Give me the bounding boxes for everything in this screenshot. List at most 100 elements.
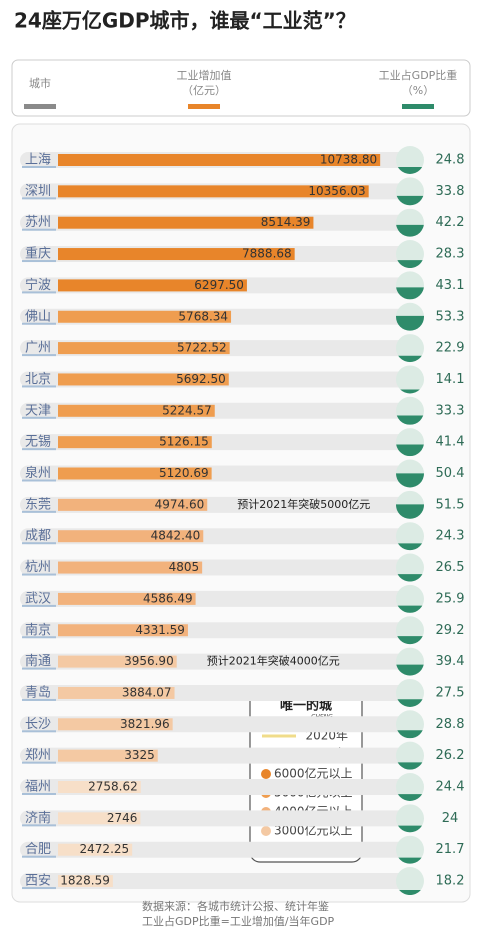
share-label: 26.5 — [436, 560, 465, 575]
legend-swatch — [261, 826, 271, 836]
value-label: 3884.07 — [122, 685, 172, 699]
city-label: 济南 — [25, 810, 51, 826]
city-label: 苏州 — [25, 214, 51, 230]
column-marker — [402, 104, 434, 109]
value-label: 3325 — [124, 748, 155, 762]
value-label: 4805 — [169, 560, 200, 574]
share-background — [396, 334, 424, 363]
legend-label: 6000亿元以上 — [274, 766, 353, 781]
share-fill — [396, 415, 424, 425]
bar — [58, 154, 381, 166]
bar — [58, 436, 212, 449]
share-label: 50.4 — [436, 466, 465, 481]
value-label: 4586.49 — [143, 591, 193, 605]
city-underline — [22, 197, 56, 200]
share-background — [396, 522, 424, 551]
share-label: 33.3 — [436, 403, 465, 418]
share-label: 28.3 — [436, 247, 465, 262]
share-label: 25.9 — [436, 591, 465, 606]
city-label: 南通 — [25, 653, 51, 669]
share-label: 39.4 — [436, 654, 465, 669]
city-label: 上海 — [25, 153, 51, 168]
city-label: 长沙 — [25, 717, 51, 732]
share-background — [396, 146, 424, 174]
column-header: 城市 — [29, 76, 51, 90]
city-label: 福州 — [25, 780, 51, 795]
bar — [58, 843, 133, 856]
share-fill — [397, 794, 423, 801]
share-background — [396, 773, 424, 801]
share-fill — [397, 636, 423, 645]
city-label: 武汉 — [25, 591, 51, 606]
bar — [58, 530, 204, 543]
city-label: 郑州 — [25, 748, 51, 763]
city-label: 合肥 — [25, 842, 51, 857]
city-label: 杭州 — [25, 560, 51, 575]
city-label: 东莞 — [25, 497, 51, 512]
city-underline — [22, 354, 56, 357]
header-box — [11, 59, 471, 117]
share-label: 41.4 — [436, 435, 465, 450]
value-label: 4842.40 — [151, 529, 201, 543]
share-fill — [400, 389, 420, 394]
share-fill — [396, 504, 424, 519]
bar — [58, 686, 175, 699]
city-label: 宁波 — [25, 277, 51, 293]
share-fill — [397, 167, 423, 174]
share-label: 33.8 — [436, 184, 465, 199]
city-underline — [22, 291, 56, 294]
city-underline — [22, 448, 56, 451]
share-fill — [396, 473, 424, 488]
value-label: 8514.39 — [261, 215, 311, 229]
share-label: 14.1 — [436, 372, 465, 387]
city-label: 泉州 — [25, 465, 51, 481]
city-underline — [22, 667, 56, 670]
column-header: 工业增加值 — [177, 68, 232, 82]
city-underline — [22, 761, 56, 764]
bar — [58, 592, 196, 605]
share-label: 24 — [442, 811, 459, 826]
city-label: 西安 — [25, 874, 51, 889]
value-label: 7888.68 — [242, 247, 292, 261]
city-label: 深圳 — [25, 184, 51, 199]
share-label: 24.3 — [436, 529, 465, 544]
city-underline — [22, 166, 56, 168]
bar — [58, 498, 208, 511]
city-underline — [22, 793, 56, 795]
share-fill — [396, 287, 424, 300]
share-fill — [397, 762, 423, 770]
city-label: 青岛 — [25, 684, 51, 700]
share-background — [396, 867, 424, 896]
city-label: 无锡 — [25, 435, 51, 450]
city-underline — [22, 573, 56, 576]
value-label: 10738.80 — [320, 153, 377, 167]
city-underline — [22, 510, 56, 513]
value-label: 3956.90 — [124, 654, 174, 668]
share-label: 21.7 — [436, 842, 465, 857]
share-label: 22.9 — [436, 341, 465, 356]
city-underline — [22, 636, 56, 639]
city-underline — [22, 698, 56, 701]
share-fill — [398, 857, 422, 864]
legend-swatch — [261, 769, 271, 779]
city-underline — [22, 479, 56, 482]
bar — [58, 718, 173, 731]
legend-title: 唯一的城 — [280, 698, 332, 714]
annotation: 预计2021年突破4000亿元 — [207, 654, 340, 668]
city-underline — [22, 385, 56, 388]
legend: 唯一的城CHENG2020年2021年6000亿元以上5000亿元以上4000亿… — [249, 689, 363, 863]
bar — [58, 749, 158, 762]
city-underline — [22, 855, 56, 858]
city-label: 重庆 — [25, 246, 51, 262]
column-marker — [188, 104, 220, 109]
share-label: 29.2 — [436, 623, 465, 638]
bar — [58, 216, 314, 229]
value-label: 5722.52 — [177, 341, 227, 355]
city-underline — [22, 730, 56, 733]
bar — [58, 655, 177, 668]
value-label: 1828.59 — [60, 874, 110, 888]
bar — [58, 279, 247, 292]
share-label: 42.2 — [436, 215, 465, 230]
share-fill — [398, 355, 422, 363]
